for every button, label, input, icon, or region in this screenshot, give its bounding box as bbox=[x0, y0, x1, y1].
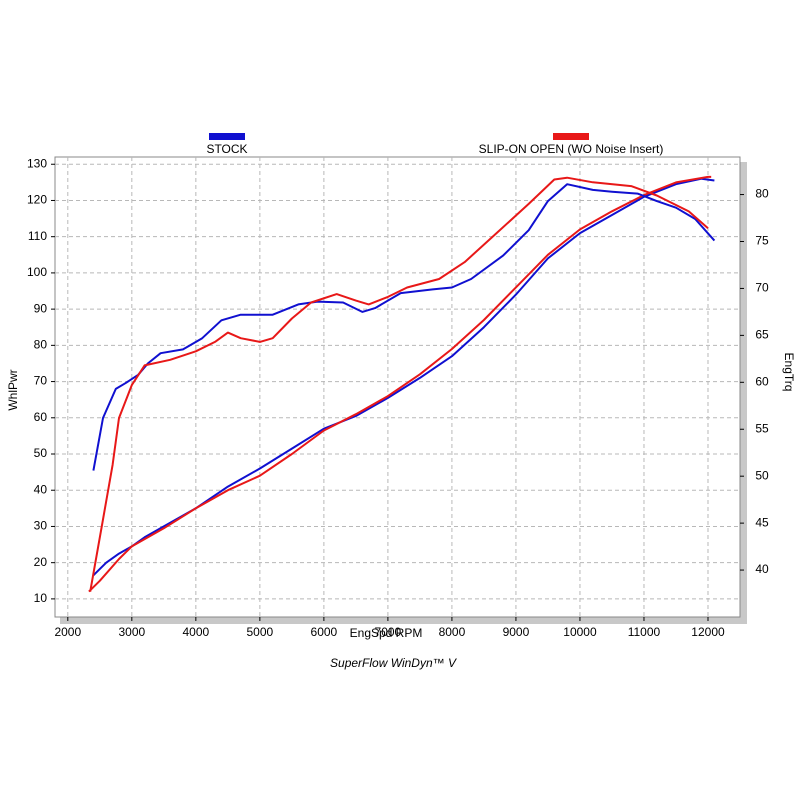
legend-label: STOCK bbox=[206, 142, 247, 156]
x-tick-label: 10000 bbox=[563, 625, 597, 639]
power-torque-line bbox=[92, 177, 715, 577]
x-axis-label: EngSpd RPM bbox=[350, 626, 423, 640]
y2-tick-label: 40 bbox=[755, 562, 769, 576]
footer: SuperFlow WinDyn™ V bbox=[330, 656, 457, 670]
y2-axis-label: EngTrq bbox=[782, 353, 796, 392]
power-torque-line bbox=[89, 176, 709, 592]
x-tick-label: 3000 bbox=[118, 625, 145, 639]
x-tick-label: 2000 bbox=[54, 625, 81, 639]
y-tick-label: 10 bbox=[34, 591, 48, 605]
y-tick-label: 70 bbox=[34, 374, 48, 388]
x-tick-label: 4000 bbox=[182, 625, 209, 639]
y-tick-label: 60 bbox=[34, 410, 48, 424]
y2-tick-label: 80 bbox=[755, 187, 769, 201]
y-axis-label: WhlPwr bbox=[6, 369, 20, 410]
y-tick-label: 120 bbox=[27, 193, 47, 207]
y-tick-label: 40 bbox=[34, 482, 48, 496]
y2-tick-label: 55 bbox=[755, 421, 769, 435]
legend-swatch bbox=[209, 133, 245, 140]
y2-tick-label: 65 bbox=[755, 328, 769, 342]
y2-tick-label: 50 bbox=[755, 468, 769, 482]
plot-area bbox=[54, 156, 741, 618]
y2-tick-label: 75 bbox=[755, 234, 769, 248]
legend-label: SLIP-ON OPEN (WO Noise Insert) bbox=[479, 142, 664, 156]
y-tick-label: 30 bbox=[34, 519, 48, 533]
y-tick-label: 20 bbox=[34, 555, 48, 569]
y-tick-label: 80 bbox=[34, 338, 48, 352]
x-tick-label: 9000 bbox=[503, 625, 530, 639]
x-tick-label: 6000 bbox=[311, 625, 338, 639]
legend-swatch bbox=[553, 133, 589, 140]
y2-tick-label: 70 bbox=[755, 281, 769, 295]
x-tick-label: 12000 bbox=[691, 625, 725, 639]
y-tick-label: 50 bbox=[34, 446, 48, 460]
x-tick-label: 5000 bbox=[247, 625, 274, 639]
y-tick-label: 110 bbox=[28, 229, 47, 243]
y-tick-label: 100 bbox=[27, 265, 47, 279]
power-torque-line bbox=[88, 175, 712, 593]
y-tick-label: 130 bbox=[27, 156, 47, 170]
x-tick-label: 7000 bbox=[375, 625, 402, 639]
x-tick-label: 11000 bbox=[628, 625, 661, 639]
power-torque-line bbox=[92, 183, 716, 471]
y2-tick-label: 45 bbox=[755, 515, 769, 529]
x-tick-label: 8000 bbox=[439, 625, 466, 639]
y-tick-label: 90 bbox=[34, 301, 48, 315]
y2-tick-label: 60 bbox=[755, 374, 769, 388]
